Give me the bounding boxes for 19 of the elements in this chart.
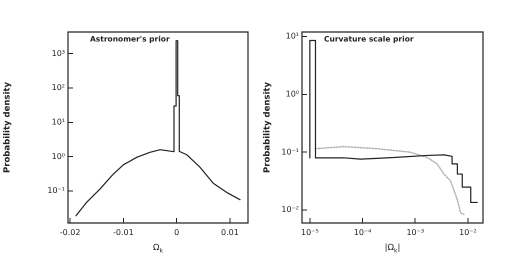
x-tick-label: 0.01 — [220, 228, 239, 237]
x-tick-label: 10⁻² — [459, 228, 477, 237]
x-tick-label: 10⁻⁴ — [354, 228, 372, 237]
y-tick-label: 10¹ — [52, 117, 65, 126]
x-tick-label: 10⁻³ — [406, 228, 424, 237]
y-tick-label: 10⁻¹ — [281, 147, 299, 156]
x-tick-label: 0 — [174, 228, 180, 237]
y-axis-title: Probability density — [262, 82, 272, 173]
y-tick-label: 10⁰ — [52, 152, 65, 161]
x-tick-label: -0.01 — [113, 228, 134, 237]
y-tick-label: 10³ — [52, 48, 65, 58]
y-tick-label: 10² — [52, 83, 65, 92]
y-tick-label: 10⁻² — [281, 205, 299, 214]
y-tick-label: 10⁰ — [286, 89, 299, 98]
y-axis-title: Probability density — [2, 82, 12, 173]
x-tick-label: 10⁻⁵ — [301, 228, 319, 237]
y-tick-label: 10⁻¹ — [47, 186, 65, 196]
y-tick-label: 10¹ — [286, 31, 299, 40]
x-tick-label: -0.02 — [60, 228, 80, 237]
